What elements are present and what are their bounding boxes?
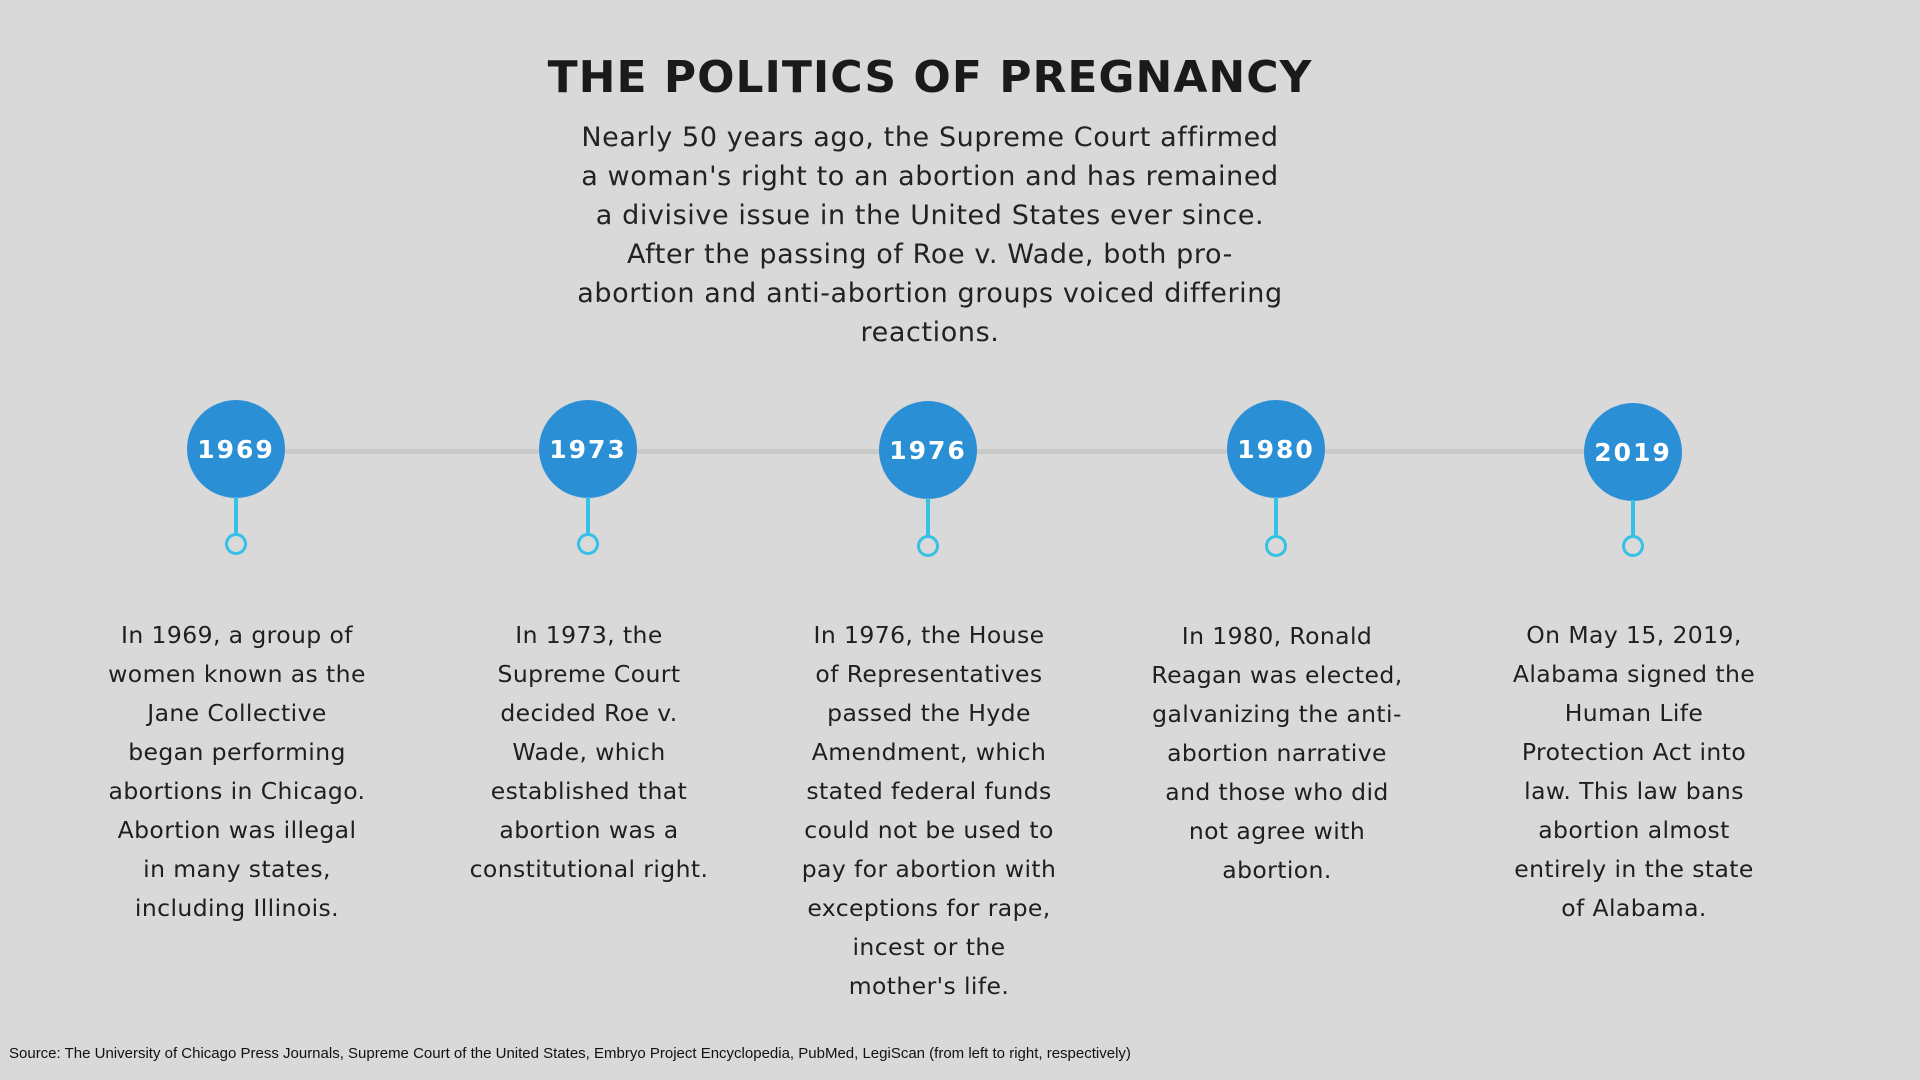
- connector-stem: [234, 497, 238, 535]
- event-description: In 1969, a group of women known as the J…: [108, 621, 366, 922]
- connector-stem: [586, 497, 590, 535]
- year-circle: 1976: [879, 401, 977, 499]
- connector-stem: [1274, 497, 1278, 535]
- connector-node: [917, 535, 939, 557]
- connector-stem: [1631, 500, 1635, 538]
- event-description: In 1973, the Supreme Court decided Roe v…: [469, 621, 709, 883]
- page-title: THE POLITICS OF PREGNANCY: [547, 52, 1313, 103]
- timeline-event-2019: 2019 On May 15, 2019, Alabama signed the…: [1504, 0, 1764, 1080]
- event-description: In 1980, Ronald Reagan was elected, galv…: [1151, 622, 1403, 884]
- year-circle: 1973: [539, 400, 637, 498]
- connector-node: [1265, 535, 1287, 557]
- intro-paragraph: Nearly 50 years ago, the Supreme Court a…: [577, 122, 1283, 348]
- timeline-event-1969: 1969 In 1969, a group of women known as …: [107, 0, 367, 1080]
- timeline-event-1980: 1980 In 1980, Ronald Reagan was elected,…: [1147, 0, 1407, 1080]
- event-description: On May 15, 2019, Alabama signed the Huma…: [1512, 621, 1756, 922]
- connector-node: [1622, 535, 1644, 557]
- year-circle: 2019: [1584, 403, 1682, 501]
- year-circle: 1980: [1227, 400, 1325, 498]
- event-description: In 1976, the House of Representatives pa…: [801, 621, 1057, 1000]
- connector-node: [225, 533, 247, 555]
- year-circle: 1969: [187, 400, 285, 498]
- connector-node: [577, 533, 599, 555]
- timeline-event-1976: 1976 In 1976, the House of Representativ…: [799, 0, 1059, 1080]
- connector-stem: [926, 498, 930, 536]
- source-note: Source: The University of Chicago Press …: [9, 1045, 1131, 1062]
- timeline-event-1973: 1973 In 1973, the Supreme Court decided …: [459, 0, 719, 1080]
